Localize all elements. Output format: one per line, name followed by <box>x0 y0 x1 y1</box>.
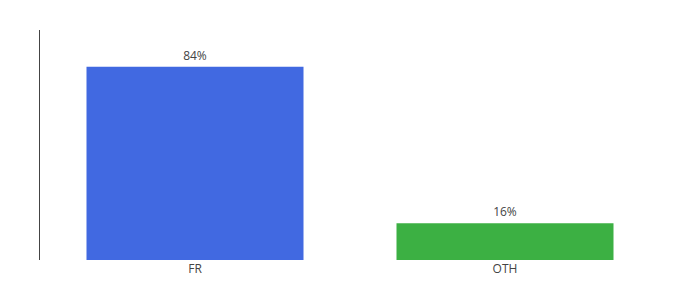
svg-text:OTH: OTH <box>493 260 518 277</box>
svg-text:16%: 16% <box>493 203 517 220</box>
svg-text:84%: 84% <box>183 47 207 64</box>
svg-text:FR: FR <box>188 260 202 277</box>
